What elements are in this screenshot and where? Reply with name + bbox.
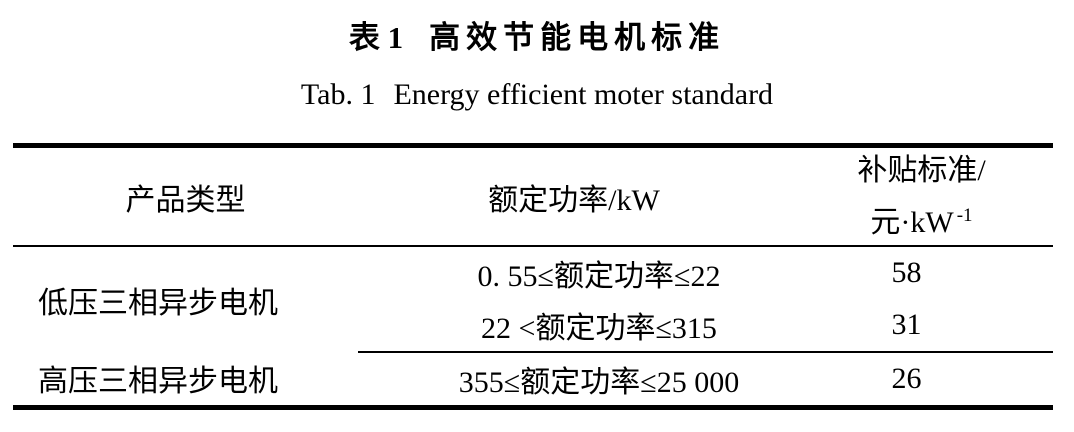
header-subsidy: 补贴标准/ 元·kW -1 bbox=[790, 145, 1053, 247]
cell-subsidy-value-2: 31 bbox=[891, 308, 922, 341]
cell-rated-power-range-2: 22 <额定功率≤315 bbox=[481, 312, 717, 345]
header-subsidy-unit-base: 元·kW bbox=[870, 206, 954, 239]
cell-product-type-high-voltage: 高压三相异步电机 bbox=[38, 365, 278, 399]
cell-subsidy-value-1: 58 bbox=[891, 256, 922, 289]
table-row-low-voltage-1: 低压三相异步电机 0. 55≤额定功率≤22 58 bbox=[13, 246, 1053, 320]
header-rated-power: 额定功率/kW bbox=[358, 145, 790, 247]
cell-product-type-low-voltage: 低压三相异步电机 bbox=[38, 286, 278, 320]
header-subsidy-line2: 元·kW -1 bbox=[790, 193, 1053, 245]
motor-standard-table: 产品类型 额定功率/kW 补贴标准/ 元·kW -1 低压三相异步电机 0. 55… bbox=[13, 143, 1053, 410]
header-subsidy-line1: 补贴标准/ bbox=[857, 154, 986, 187]
cell-subsidy-value-3: 26 bbox=[790, 351, 1053, 407]
table-row-high-voltage: 高压三相异步电机 355≤额定功率≤25 000 26 bbox=[13, 351, 1053, 407]
header-product-type: 产品类型 bbox=[13, 145, 358, 247]
table-caption-en-title: Energy efficient moter standard bbox=[393, 78, 774, 111]
cell-rated-power-range-3: 355≤额定功率≤25 000 bbox=[358, 351, 790, 407]
table-caption-zh: 表 1 高效节能电机标准 bbox=[0, 20, 1074, 56]
table-caption-en: Tab. 1 Energy efficient moter standard bbox=[0, 78, 1074, 112]
table-caption-zh-label: 表 1 bbox=[348, 20, 404, 55]
header-subsidy-unit-exponent: -1 bbox=[956, 205, 973, 226]
table-caption-en-label: Tab. 1 bbox=[300, 78, 376, 111]
table-header-row: 产品类型 额定功率/kW 补贴标准/ 元·kW -1 bbox=[13, 145, 1053, 247]
table-caption-zh-title: 高效节能电机标准 bbox=[429, 20, 726, 55]
table-row-low-voltage-2: 22 <额定功率≤315 31 bbox=[13, 299, 1053, 352]
cell-rated-power-range-1: 0. 55≤额定功率≤22 bbox=[477, 260, 721, 293]
